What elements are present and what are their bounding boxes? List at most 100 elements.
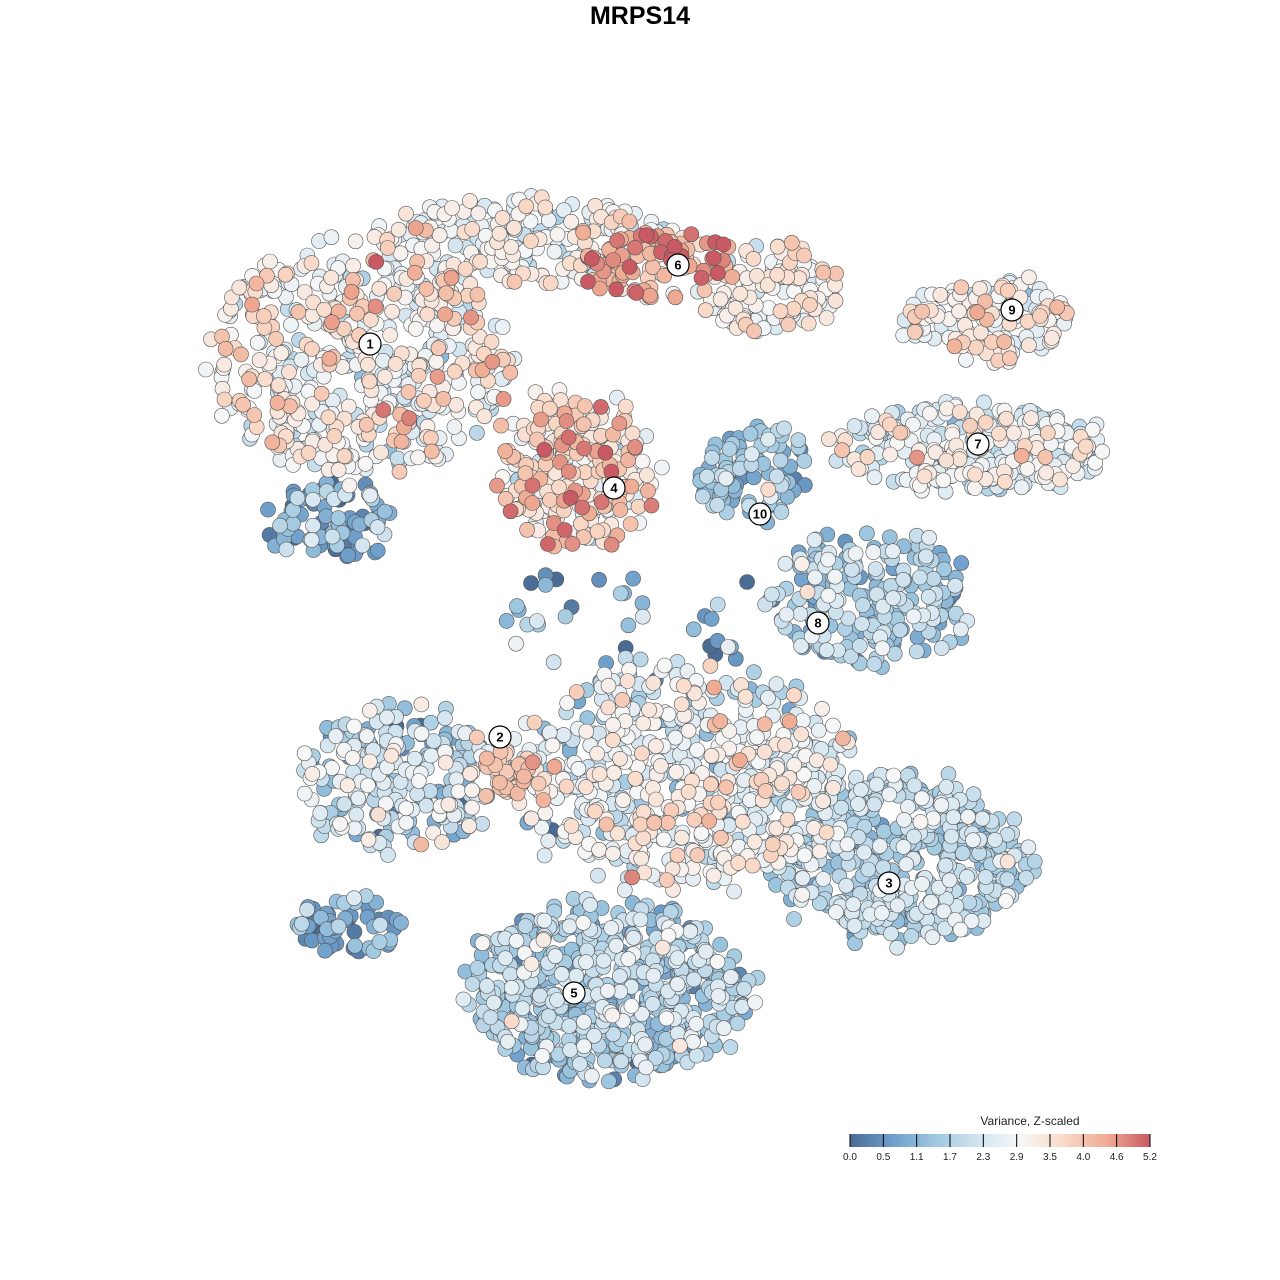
cell-point: [321, 350, 338, 367]
cell-point: [367, 298, 384, 315]
cell-point: [568, 968, 585, 984]
cell-point: [908, 643, 925, 660]
cell-point: [630, 498, 647, 515]
cell-point: [336, 448, 353, 464]
cell-point: [645, 967, 662, 984]
cell-point: [383, 747, 400, 764]
cell-point: [951, 404, 968, 420]
cell-point: [721, 441, 738, 457]
colorbar-tick-label: 1.7: [943, 1152, 957, 1163]
cell-point: [524, 477, 541, 494]
cell-point: [345, 258, 361, 274]
cell-point: [214, 407, 230, 424]
cell-point: [523, 810, 540, 827]
cell-point: [621, 259, 638, 275]
cell-point: [362, 312, 379, 328]
cell-point: [600, 699, 617, 716]
cell-point: [312, 805, 329, 821]
cell-point: [361, 753, 378, 770]
cell-point: [348, 806, 365, 823]
cell-point: [1038, 464, 1054, 481]
cell-point: [1021, 337, 1037, 354]
cell-point: [576, 440, 592, 457]
cell-point: [881, 786, 898, 803]
cell-point: [710, 794, 726, 811]
cell-point: [648, 738, 664, 754]
cell-point: [669, 847, 686, 864]
cell-point: [330, 510, 347, 526]
cell-point: [876, 823, 892, 840]
colorbar-tick-label: 2.9: [1010, 1152, 1024, 1163]
cell-point: [461, 818, 477, 834]
cell-point: [643, 497, 660, 514]
cell-point: [249, 334, 266, 351]
cell-point: [827, 292, 844, 309]
cell-point: [658, 872, 675, 888]
cell-point: [469, 286, 486, 303]
cell-point: [667, 289, 684, 306]
cell-point: [384, 303, 400, 320]
cell-point: [484, 353, 501, 370]
cell-point: [518, 198, 535, 215]
cell-point: [745, 250, 762, 267]
cell-point: [410, 449, 426, 466]
cell-point: [326, 428, 343, 444]
cell-point: [429, 368, 446, 385]
cell-point: [296, 745, 313, 762]
cell-point: [336, 796, 353, 813]
cell-point: [828, 904, 844, 920]
cell-point: [324, 314, 340, 331]
cell-point: [591, 571, 607, 588]
cluster-label-6: 6: [666, 253, 690, 277]
cell-point: [999, 871, 1016, 888]
cell-point: [498, 613, 515, 629]
cell-point: [991, 425, 1007, 442]
cell-point: [710, 265, 726, 282]
cell-point: [362, 487, 379, 504]
cell-point: [341, 477, 358, 494]
cell-point: [923, 893, 939, 910]
cell-point: [580, 273, 596, 290]
cell-point: [407, 264, 423, 281]
cell-point: [835, 730, 851, 747]
cell-point: [323, 269, 340, 286]
cell-point: [794, 712, 811, 729]
cell-point: [882, 446, 899, 463]
cell-point: [464, 799, 480, 816]
cell-point: [605, 1026, 622, 1042]
cell-point: [953, 555, 970, 571]
cell-point: [669, 976, 686, 993]
cell-point: [1005, 425, 1022, 441]
cell-point: [639, 467, 655, 483]
cell-point: [999, 282, 1016, 299]
cell-point: [943, 828, 960, 845]
cell-point: [911, 569, 928, 586]
cell-point: [371, 934, 388, 950]
cell-point: [591, 766, 608, 782]
cell-point: [854, 616, 870, 632]
cell-point: [859, 525, 875, 542]
cell-point: [428, 353, 445, 370]
cell-point: [638, 227, 655, 243]
cell-point: [431, 227, 448, 243]
cell-point: [578, 954, 594, 970]
cell-point: [474, 935, 491, 952]
cell-point: [635, 830, 652, 847]
cell-point: [407, 220, 424, 236]
colorbar-tick-label: 0.0: [843, 1152, 857, 1163]
cell-point: [941, 872, 958, 889]
cell-point: [519, 521, 535, 538]
cell-point: [526, 714, 543, 731]
cell-point: [560, 429, 577, 446]
cell-point: [936, 561, 952, 578]
cell-point: [976, 394, 992, 411]
cell-point: [304, 766, 321, 782]
colorbar-gradient: [850, 1134, 1150, 1147]
cell-point: [371, 280, 388, 297]
cell-point: [867, 561, 884, 577]
cell-point: [682, 923, 699, 940]
cell-point: [542, 492, 558, 508]
cell-point: [634, 595, 651, 612]
cell-point: [506, 273, 523, 290]
cell-point: [938, 452, 955, 469]
